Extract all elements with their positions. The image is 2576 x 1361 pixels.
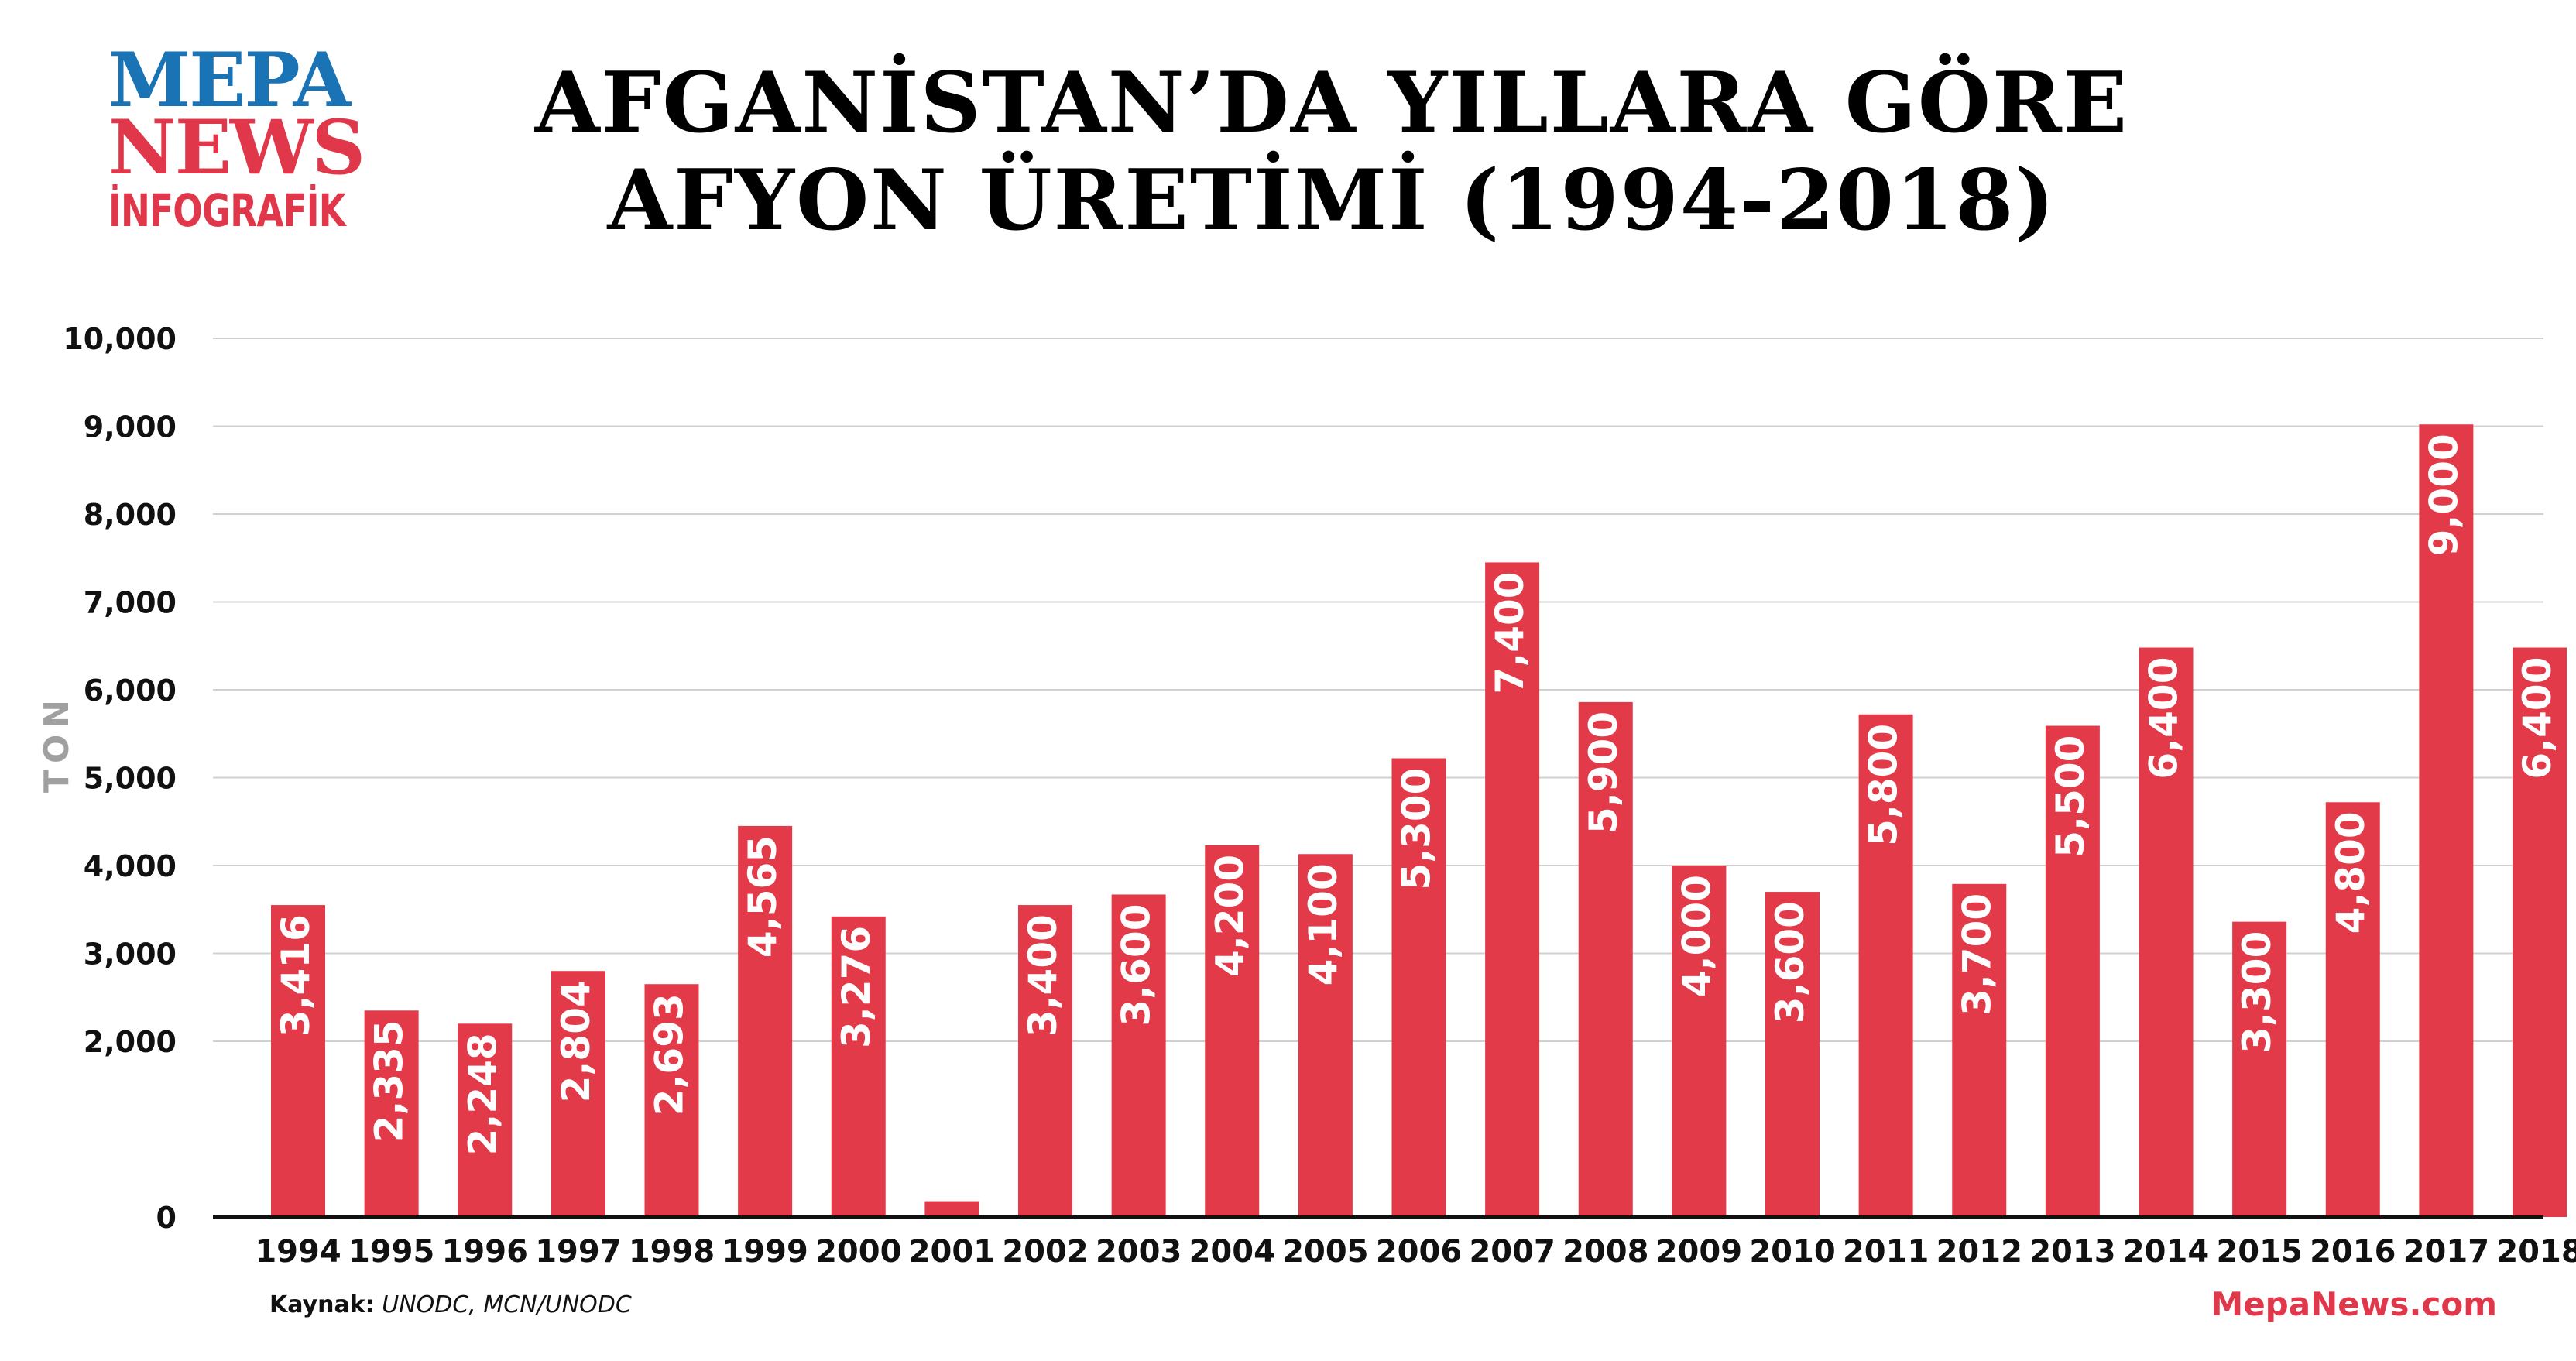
bar xyxy=(2045,725,2100,1217)
x-tick-label: 2000 xyxy=(815,1234,901,1270)
x-tick-label: 2004 xyxy=(1189,1234,1275,1270)
bar-data-label: 5,500 xyxy=(2048,735,2093,858)
y-tick-label: 8,000 xyxy=(84,498,177,532)
y-tick-label: 0 xyxy=(156,1201,177,1235)
bar xyxy=(2325,802,2380,1217)
bar-data-label: 3,276 xyxy=(834,926,879,1048)
x-tick-label: 2011 xyxy=(1843,1234,1929,1270)
bar-data-label: 3,400 xyxy=(1020,914,1065,1037)
logo-news-text: NEWS xyxy=(108,104,365,191)
bar xyxy=(1111,894,1166,1217)
bar-data-label: 4,000 xyxy=(1674,875,1719,997)
bar-data-label: 4,800 xyxy=(2328,811,2373,934)
bar-data-label: 5,800 xyxy=(1861,724,1906,846)
bar xyxy=(2419,424,2474,1217)
site-url[interactable]: MepaNews.com xyxy=(2211,1285,2497,1323)
bar-data-label: 5,300 xyxy=(1394,768,1439,890)
bar xyxy=(1298,854,1353,1217)
x-tick-label: 2012 xyxy=(1936,1234,2022,1270)
x-tick-label: 2015 xyxy=(2216,1234,2302,1270)
chart-title: AFGANİSTAN’DA YILLARA GÖRE AFYON ÜRETİMİ… xyxy=(480,54,2183,249)
bar-data-label: 3,700 xyxy=(1954,893,1999,1016)
y-tick-label: 4,000 xyxy=(84,849,177,883)
bar xyxy=(364,1010,419,1217)
x-tick-label: 2017 xyxy=(2403,1234,2489,1270)
bar xyxy=(924,1201,979,1217)
bar xyxy=(644,984,699,1217)
bar-data-label: 9,000 xyxy=(2421,434,2466,556)
bar-data-label: 4,100 xyxy=(1301,863,1346,986)
bar-data-label: 2,248 xyxy=(460,1033,505,1155)
x-tick-label: 2013 xyxy=(2029,1234,2115,1270)
bar xyxy=(1485,562,1540,1217)
bar xyxy=(1672,866,1727,1217)
bar xyxy=(1578,701,1633,1217)
bar xyxy=(1765,892,1820,1217)
bar-data-label: 2,693 xyxy=(647,993,692,1116)
source-note: Kaynak: UNODC, MCN/UNODC xyxy=(269,1291,632,1318)
x-tick-label: 2001 xyxy=(909,1234,995,1270)
x-tick-label: 1999 xyxy=(722,1234,808,1270)
chart-title-line-2: AFYON ÜRETİMİ (1994-2018) xyxy=(607,152,2056,249)
y-tick-label: 2,000 xyxy=(84,1025,177,1059)
bar-data-label: 2,804 xyxy=(554,980,599,1102)
x-tick-label: 1994 xyxy=(255,1234,341,1270)
x-tick-label: 2003 xyxy=(1096,1234,1182,1270)
y-tick-label: 7,000 xyxy=(84,586,177,620)
bar xyxy=(2513,647,2567,1217)
y-tick-label: 9,000 xyxy=(84,410,177,444)
x-tick-label: 2008 xyxy=(1562,1234,1648,1270)
y-tick-label: 5,000 xyxy=(84,762,177,796)
source-text: UNODC, MCN/UNODC xyxy=(382,1291,632,1318)
source-label: Kaynak: xyxy=(269,1291,375,1318)
bar xyxy=(2232,921,2287,1217)
bar xyxy=(738,825,793,1217)
bar xyxy=(2139,647,2194,1217)
bar xyxy=(458,1023,513,1217)
bar xyxy=(1205,845,1260,1217)
bar xyxy=(1952,883,2007,1217)
x-tick-label: 2006 xyxy=(1376,1234,1462,1270)
bar xyxy=(1391,758,1446,1217)
bar xyxy=(551,971,605,1217)
bar-data-label: 3,300 xyxy=(2235,931,2279,1054)
x-tick-label: 2002 xyxy=(1002,1234,1088,1270)
bar xyxy=(271,905,325,1217)
bar-data-label: 3,600 xyxy=(1114,903,1159,1026)
bar-data-label: 3,416 xyxy=(273,914,318,1037)
bar-data-label: 6,400 xyxy=(2142,657,2187,780)
logo-infografik-text: İNFOGRAFİK xyxy=(108,184,346,237)
bar-data-label: 185 xyxy=(927,1116,972,1196)
y-tick-label: 10,000 xyxy=(63,322,177,356)
x-tick-label: 1998 xyxy=(629,1234,715,1270)
bar xyxy=(831,916,886,1217)
brand-logo: MEPA NEWS İNFOGRAFİK xyxy=(108,36,365,237)
x-tick-label: 1995 xyxy=(348,1234,434,1270)
bar xyxy=(1018,905,1072,1217)
bar xyxy=(1858,714,1913,1217)
x-tick-label: 2018 xyxy=(2496,1234,2576,1270)
x-tick-label: 2009 xyxy=(1656,1234,1742,1270)
x-tick-label: 1997 xyxy=(535,1234,621,1270)
logo-mepa-text: MEPA xyxy=(108,36,351,124)
bar-data-label: 3,600 xyxy=(1768,901,1813,1023)
x-tick-label: 1996 xyxy=(442,1234,528,1270)
y-tick-label: 6,000 xyxy=(84,674,177,708)
bar-data-label: 2,335 xyxy=(367,1020,412,1142)
y-tick-label: 3,000 xyxy=(84,938,177,972)
bar-data-label: 6,400 xyxy=(2515,657,2560,780)
chart-title-line-1: AFGANİSTAN’DA YILLARA GÖRE xyxy=(534,54,2129,152)
x-tick-label: 2016 xyxy=(2310,1234,2396,1270)
bar-data-label: 7,400 xyxy=(1487,571,1532,694)
x-tick-label: 2007 xyxy=(1469,1234,1555,1270)
bar-data-label: 4,565 xyxy=(740,835,785,958)
y-axis-label: TON xyxy=(37,694,77,793)
bar-data-label: 5,900 xyxy=(1581,711,1626,834)
x-tick-label: 2005 xyxy=(1282,1234,1368,1270)
bar-data-label: 4,200 xyxy=(1207,855,1252,977)
x-tick-label: 2010 xyxy=(1749,1234,1835,1270)
x-tick-label: 2014 xyxy=(2123,1234,2209,1270)
